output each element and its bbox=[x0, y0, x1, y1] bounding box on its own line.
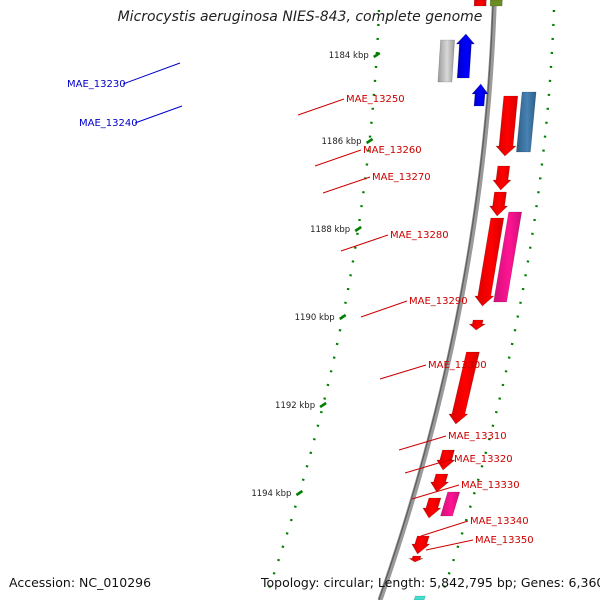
gene-label-mae-13320: MAE_13320 bbox=[454, 454, 513, 465]
gene-leader-line bbox=[340, 234, 389, 252]
kbp-tick-mark bbox=[338, 313, 347, 321]
gene-leader-line bbox=[425, 539, 474, 551]
gene-bar-mae-13310 bbox=[436, 449, 456, 471]
map-title: Microcystis aeruginosa NIES-843, complet… bbox=[117, 9, 483, 25]
gene-leader-line bbox=[379, 364, 427, 380]
gene-leader-line bbox=[404, 458, 453, 474]
gene-bar-top-cut bbox=[473, 0, 487, 7]
gene-bar-bottom-cut bbox=[413, 595, 426, 600]
genome-backbone-edge bbox=[378, 0, 494, 600]
kbp-tick-mark bbox=[295, 489, 304, 497]
gene-label-mae-13250: MAE_13250 bbox=[346, 94, 405, 105]
gene-bar-mae-13230 bbox=[455, 33, 476, 79]
gene-bar-mae-13280-pink bbox=[493, 211, 523, 303]
gene-bar-mae-13330 bbox=[422, 497, 442, 519]
outer-dotted-track bbox=[439, 9, 556, 599]
kbp-tick-mark bbox=[319, 401, 327, 409]
gene-leader-line bbox=[360, 300, 408, 318]
gene-bar-mae-13290 bbox=[468, 319, 487, 331]
kbp-tick-mark bbox=[354, 225, 362, 233]
gene-leader-line bbox=[411, 484, 460, 500]
gene-leader-line bbox=[134, 105, 183, 124]
kbp-tick-label: 1186 kbp bbox=[322, 137, 362, 147]
gene-leader-line bbox=[322, 176, 371, 194]
gene-label-mae-13240: MAE_13240 bbox=[79, 118, 138, 129]
gene-bar-mae-13330-pink bbox=[440, 491, 461, 517]
gene-bar-mae-13260 bbox=[492, 165, 512, 191]
gene-bar-mae-13340 bbox=[411, 535, 431, 555]
gene-label-mae-13310: MAE_13310 bbox=[448, 431, 507, 442]
kbp-tick-label: 1184 kbp bbox=[329, 51, 369, 61]
kbp-tick-label: 1192 kbp bbox=[275, 401, 315, 411]
gene-label-mae-13330: MAE_13330 bbox=[461, 480, 520, 491]
gene-bar-mae-13300 bbox=[448, 351, 480, 425]
genome-summary-text: Topology: circular; Length: 5,842,795 bp… bbox=[261, 575, 600, 590]
gene-leader-line bbox=[420, 520, 469, 537]
gene-leader-line bbox=[122, 62, 181, 85]
kbp-tick-label: 1188 kbp bbox=[310, 225, 350, 235]
gene-bar-mae-13240 bbox=[471, 83, 489, 107]
gene-leader-line bbox=[297, 98, 345, 116]
kbp-tick-mark bbox=[373, 51, 381, 59]
gene-bar-mae-13250 bbox=[495, 95, 519, 157]
kbp-tick-label: 1194 kbp bbox=[251, 489, 291, 499]
gene-bar-mae-13280 bbox=[474, 217, 505, 307]
kbp-tick-label: 1190 kbp bbox=[295, 313, 335, 323]
gene-label-mae-13260: MAE_13260 bbox=[363, 145, 422, 156]
genome-backbone bbox=[377, 0, 497, 600]
gene-label-mae-13340: MAE_13340 bbox=[470, 516, 529, 527]
gene-label-mae-13270: MAE_13270 bbox=[372, 172, 431, 183]
gene-label-mae-13350: MAE_13350 bbox=[475, 535, 534, 546]
gene-bar-top-cut bbox=[489, 0, 503, 7]
gene-label-mae-13280: MAE_13280 bbox=[390, 230, 449, 241]
gene-label-mae-13230: MAE_13230 bbox=[67, 79, 126, 90]
gene-label-mae-13300: MAE_13300 bbox=[428, 360, 487, 371]
accession-text: Accession: NC_010296 bbox=[9, 575, 152, 590]
gene-bar-mae-13270 bbox=[489, 191, 509, 217]
gene-leader-line bbox=[314, 149, 362, 167]
gene-bar-grey bbox=[437, 39, 455, 83]
gene-bar-mae-13250-rna bbox=[516, 91, 537, 153]
kbp-tick-mark bbox=[365, 137, 374, 145]
gene-bar-mae-13320 bbox=[430, 473, 450, 493]
gene-leader-line bbox=[398, 435, 447, 451]
inner-dotted-track bbox=[264, 9, 381, 599]
gene-bar-mae-13350 bbox=[408, 555, 424, 563]
gene-label-mae-13290: MAE_13290 bbox=[409, 296, 468, 307]
